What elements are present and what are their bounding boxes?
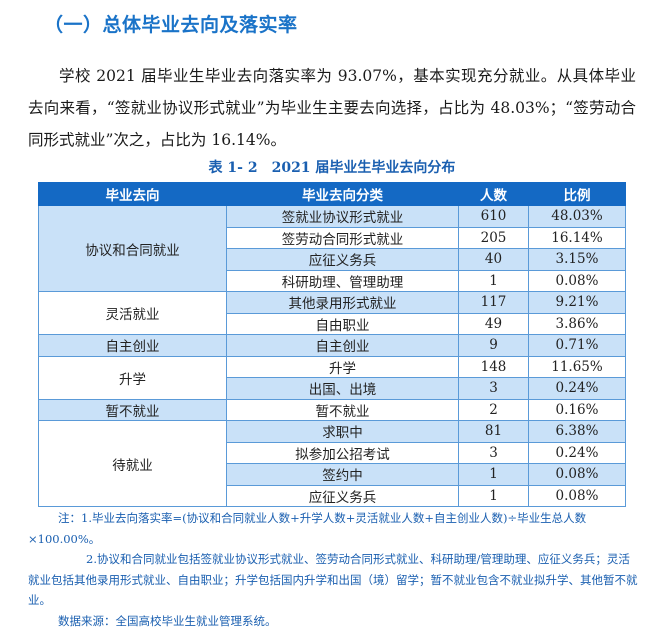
table-row: 应征义务兵 1 0.08%: [39, 484, 626, 507]
category-cell: 签约中: [226, 463, 459, 486]
section-title: （一）总体毕业去向及落实率: [44, 14, 298, 36]
percent-cell: 6.38%: [528, 420, 626, 443]
percent-cell: 0.08%: [528, 484, 626, 507]
count-cell: 1: [458, 484, 529, 507]
header-percent: 比例: [528, 182, 626, 206]
note-formula: 注：1.毕业去向落实率=(协议和合同就业人数+升学人数+灵活就业人数+自主创业人…: [28, 511, 587, 546]
graduation-destination-table: 毕业去向 毕业去向分类 人数 比例 协议和合同就业 签就业协议形式就业 610 …: [38, 182, 626, 507]
percent-cell: 16.14%: [528, 226, 626, 249]
category-cell: 其他录用形式就业: [226, 291, 459, 314]
percent-cell: 0.24%: [528, 377, 626, 400]
group-label: 待就业: [38, 420, 227, 507]
count-cell: 205: [458, 226, 529, 249]
count-cell: 148: [458, 355, 529, 378]
table-row: 出国、出境 3 0.24%: [39, 377, 626, 400]
category-cell: 自由职业: [226, 312, 459, 335]
percent-cell: 48.03%: [528, 205, 626, 228]
note-definitions: 2.协议和合同就业包括签就业协议形式就业、签劳动合同形式就业、科研助理/管理助理…: [28, 552, 638, 607]
table-caption: 表 1- 2 2021 届毕业生毕业去向分布: [208, 160, 456, 176]
category-cell: 暂不就业: [226, 398, 459, 421]
table-header-row: 毕业去向 毕业去向分类 人数 比例: [38, 182, 626, 206]
count-cell: 117: [458, 291, 529, 314]
table-row: 自由职业 49 3.86%: [39, 312, 626, 335]
percent-cell: 11.65%: [528, 355, 626, 378]
category-cell: 升学: [226, 355, 459, 378]
category-cell: 求职中: [226, 420, 459, 443]
percent-cell: 9.21%: [528, 291, 626, 314]
category-cell: 科研助理、管理助理: [226, 269, 459, 292]
category-cell: 签就业协议形式就业: [226, 205, 459, 228]
count-cell: 49: [458, 312, 529, 335]
group-label: 灵活就业: [38, 291, 227, 335]
table-row: 升学 升学 148 11.65%: [38, 355, 626, 400]
percent-cell: 0.71%: [528, 334, 626, 357]
group-label: 协议和合同就业: [38, 205, 227, 292]
table-row: 科研助理、管理助理 1 0.08%: [39, 269, 626, 292]
table-row: 协议和合同就业 签就业协议形式就业 610 48.03%: [38, 205, 626, 292]
count-cell: 610: [458, 205, 529, 228]
count-cell: 2: [458, 398, 529, 421]
count-cell: 1: [458, 269, 529, 292]
category-cell: 应征义务兵: [226, 484, 459, 507]
table-row: 签约中 1 0.08%: [39, 463, 626, 486]
count-cell: 81: [458, 420, 529, 443]
category-cell: 拟参加公招考试: [226, 441, 459, 464]
table-notes: 注：1.毕业去向落实率=(协议和合同就业人数+升学人数+灵活就业人数+自主创业人…: [28, 508, 638, 631]
table-row: 自主创业 自主创业 9 0.71%: [38, 334, 626, 357]
category-cell: 应征义务兵: [226, 248, 459, 271]
count-cell: 40: [458, 248, 529, 271]
percent-cell: 0.08%: [528, 463, 626, 486]
percent-cell: 3.15%: [528, 248, 626, 271]
summary-paragraph: 学校 2021 届毕业生毕业去向落实率为 93.07%，基本实现充分就业。从具体…: [28, 67, 636, 149]
percent-cell: 3.86%: [528, 312, 626, 335]
table-row: 拟参加公招考试 3 0.24%: [39, 441, 626, 464]
percent-cell: 0.08%: [528, 269, 626, 292]
count-cell: 1: [458, 463, 529, 486]
group-label: 暂不就业: [38, 398, 227, 421]
group-label: 自主创业: [38, 334, 227, 357]
group-label: 升学: [38, 355, 227, 400]
category-cell: 出国、出境: [226, 377, 459, 400]
header-destination: 毕业去向: [38, 182, 227, 206]
header-category: 毕业去向分类: [226, 182, 459, 206]
percent-cell: 0.24%: [528, 441, 626, 464]
table-row: 灵活就业 其他录用形式就业 117 9.21%: [38, 291, 626, 335]
category-cell: 签劳动合同形式就业: [226, 226, 459, 249]
table-row: 暂不就业 暂不就业 2 0.16%: [38, 398, 626, 421]
count-cell: 3: [458, 377, 529, 400]
count-cell: 3: [458, 441, 529, 464]
header-count: 人数: [458, 182, 529, 206]
category-cell: 自主创业: [226, 334, 459, 357]
percent-cell: 0.16%: [528, 398, 626, 421]
data-source: 数据来源：全国高校毕业生就业管理系统。: [58, 613, 277, 628]
table-row: 待就业 求职中 81 6.38%: [38, 420, 626, 507]
count-cell: 9: [458, 334, 529, 357]
